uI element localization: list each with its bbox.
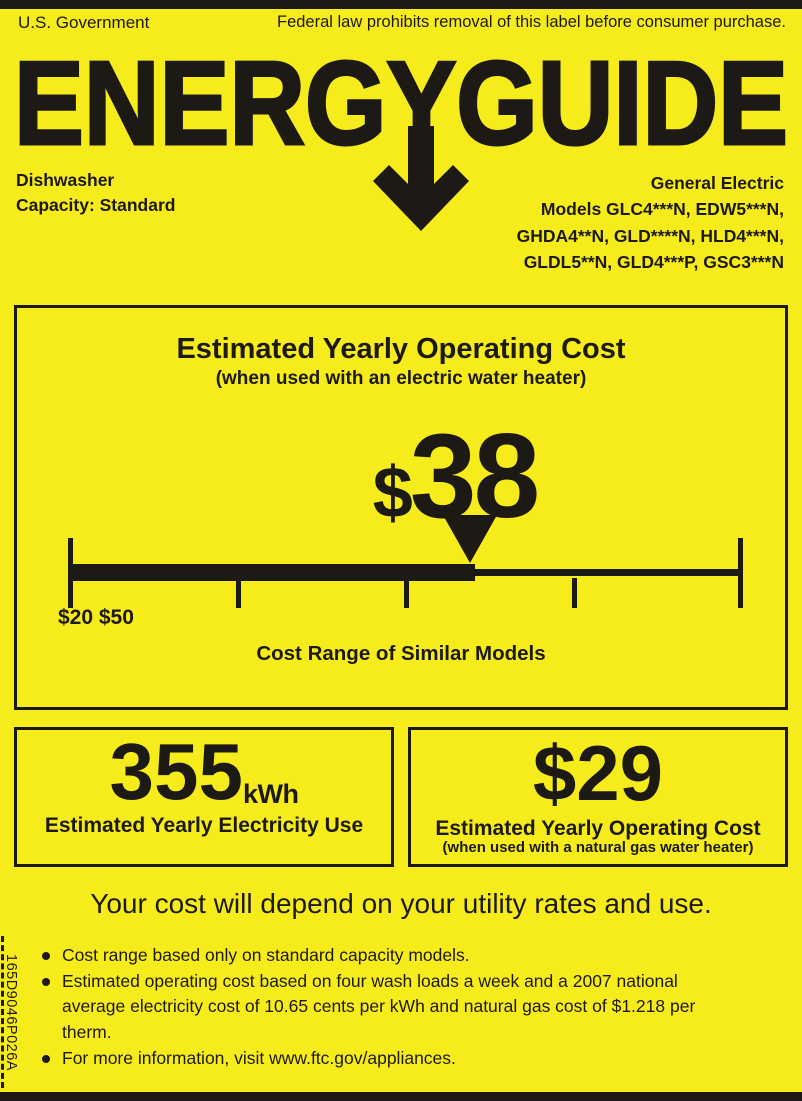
electricity-use-box: 355kWh Estimated Yearly Electricity Use: [14, 727, 394, 867]
footnote-item-2: Estimated operating cost based on four w…: [40, 969, 710, 1046]
cut-line: [1, 936, 4, 1088]
gas-box-label: Estimated Yearly Operating Cost: [435, 817, 761, 840]
models-line-1: Models GLC4***N, EDW5***N,: [540, 199, 784, 220]
product-capacity: Capacity: Standard: [16, 195, 176, 216]
footnote-list: Cost range based only on standard capaci…: [40, 943, 730, 1072]
models-line-3: GLDL5**N, GLD4***P, GSC3***N: [523, 251, 784, 272]
electricity-box-label: Estimated Yearly Electricity Use: [44, 814, 364, 837]
scale-tick-3: [572, 578, 577, 608]
operating-cost-box: Estimated Yearly Operating Cost (when us…: [14, 305, 788, 710]
manufacturer-info: General Electric Models GLC4***N, EDW5**…: [517, 170, 784, 275]
product-type: Dishwasher: [16, 170, 115, 190]
models-line-2: GHDA4**N, GLD****N, HLD4***N,: [516, 225, 784, 246]
electricity-value: 355kWh: [17, 732, 391, 812]
gas-box-sublabel: (when used with a natural gas water heat…: [442, 839, 754, 857]
energyguide-logo: ENERGYGUIDE: [13, 35, 790, 171]
cost-box-title: Estimated Yearly Operating Cost: [176, 333, 626, 365]
dollar-sign: $: [372, 453, 413, 533]
top-border-bar: [0, 0, 802, 9]
footnote-item-3: For more information, visit www.ftc.gov/…: [40, 1046, 710, 1072]
product-info: Dishwasher Capacity: Standard: [16, 168, 175, 219]
footnote-item-1: Cost range based only on standard capaci…: [40, 943, 710, 969]
kwh-amount: 355: [109, 727, 243, 816]
legal-notice: Federal law prohibits removal of this la…: [276, 13, 786, 31]
down-arrow-icon: [365, 126, 477, 247]
gas-cost-box: $29 Estimated Yearly Operating Cost (whe…: [408, 727, 788, 867]
utility-rates-headline: Your cost will depend on your utility ra…: [90, 888, 712, 919]
scale-tick-2: [404, 578, 409, 608]
kwh-unit: kWh: [242, 779, 299, 809]
cost-range-labels: $20 $50: [58, 606, 134, 629]
bottom-border-bar: [0, 1092, 802, 1101]
axis-caption: Cost Range of Similar Models: [256, 642, 546, 665]
scale-baseline: [475, 569, 743, 576]
cost-marker-triangle-icon: [443, 515, 497, 563]
scale-tick-1: [236, 578, 241, 608]
scale-filled-range-bar: [68, 564, 475, 581]
gas-cost-value: $29: [532, 729, 664, 817]
us-government-label: U.S. Government: [18, 13, 150, 32]
cost-box-subtitle: (when used with an electric water heater…: [215, 368, 587, 389]
brand-name: General Electric: [650, 173, 784, 193]
part-number: 165D9046P026A: [3, 954, 19, 1071]
logo-text: ENERGYGUIDE: [14, 50, 788, 150]
